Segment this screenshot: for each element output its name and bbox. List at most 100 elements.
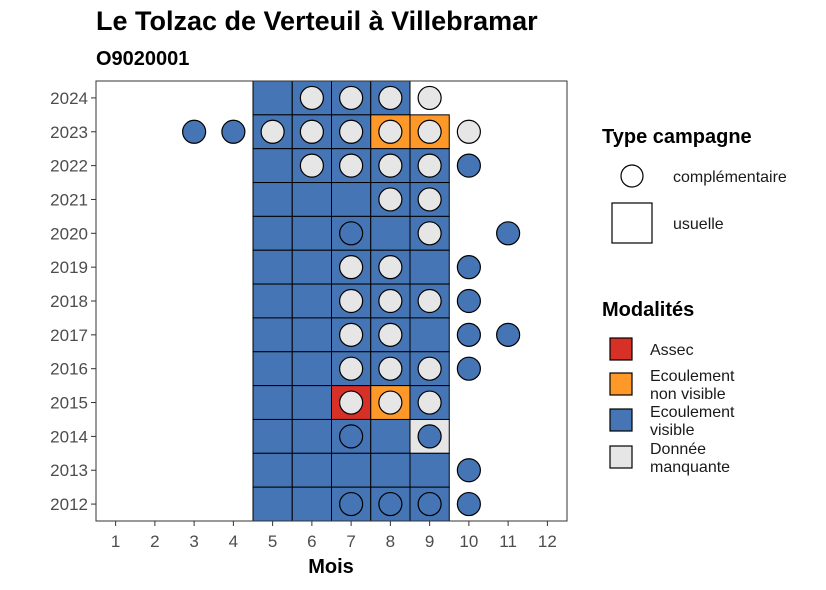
point-2023-5	[260, 119, 285, 144]
x-axis-title: Mois	[308, 556, 354, 578]
legend-key-usuelle	[611, 202, 653, 244]
point-2022-7	[339, 153, 364, 178]
legend-key-modalite	[609, 337, 633, 361]
legend-label-modalite: visible	[650, 422, 695, 439]
tile-2012-5	[252, 486, 293, 522]
tile-2021-5	[252, 182, 293, 217]
point-2015-9	[417, 390, 442, 415]
tile-2013-6	[291, 452, 332, 488]
point-2015-7	[339, 390, 364, 415]
x-tick-label: 8	[386, 532, 395, 551]
point-2024-6	[299, 85, 324, 111]
point-2012-10	[456, 491, 481, 517]
y-tick-label: 2015	[50, 394, 88, 413]
tile-2013-5	[252, 452, 293, 488]
point-2020-11	[496, 221, 521, 246]
tile-2022-5	[252, 148, 293, 184]
usuelle-tiles	[252, 80, 450, 522]
y-tick-label: 2017	[50, 326, 88, 345]
tile-2016-5	[252, 351, 293, 387]
point-2016-10	[456, 356, 481, 381]
legend-type-title: Type campagne	[602, 126, 752, 148]
legend-label-modalite: Donnée	[650, 441, 706, 458]
point-2014-9	[417, 424, 442, 449]
x-tick-label: 10	[459, 532, 478, 551]
point-2018-8	[378, 288, 403, 314]
point-2017-11	[496, 322, 521, 347]
y-tick-label: 2018	[50, 292, 88, 311]
legend-label-modalite: non visible	[650, 386, 726, 403]
chart-title: Le Tolzac de Verteuil à Villebramar	[96, 6, 538, 36]
point-2020-9	[417, 221, 442, 246]
point-2023-9	[417, 119, 442, 144]
legend-key-complementaire	[620, 164, 644, 188]
point-2021-8	[378, 187, 403, 212]
point-2018-7	[339, 288, 364, 314]
y-tick-label: 2019	[50, 258, 88, 277]
point-2021-9	[417, 187, 442, 212]
point-2019-10	[456, 255, 481, 280]
legend-label-complementaire: complémentaire	[673, 169, 787, 186]
x-tick-label: 12	[538, 532, 557, 551]
point-2018-9	[417, 288, 442, 314]
tile-2017-6	[291, 317, 332, 353]
tile-2019-9	[409, 249, 450, 285]
tile-2020-8	[370, 215, 411, 251]
x-tick-label: 11	[499, 532, 517, 551]
point-2016-7	[339, 356, 364, 381]
point-2012-7	[339, 491, 364, 517]
point-2023-10	[456, 119, 481, 144]
point-2016-9	[417, 356, 442, 381]
x-tick-label: 4	[229, 532, 238, 551]
legend-modalites-title: Modalités	[602, 299, 694, 321]
point-2022-9	[417, 153, 442, 178]
tile-2018-5	[252, 283, 293, 319]
complementaire-points	[182, 85, 521, 517]
point-2022-10	[456, 153, 481, 178]
point-2024-9	[417, 85, 442, 111]
y-tick-label: 2020	[50, 224, 88, 243]
legend-label-modalite: Ecoulement	[650, 404, 735, 421]
point-2024-8	[378, 85, 403, 111]
x-tick-label: 2	[150, 532, 159, 551]
point-2023-7	[339, 119, 364, 144]
legend-label-modalite: manquante	[650, 459, 730, 476]
point-2022-6	[299, 153, 324, 178]
point-2020-7	[339, 221, 364, 246]
legend-key-modalite	[609, 408, 633, 432]
x-tick-label: 6	[307, 532, 316, 551]
tile-2020-6	[291, 215, 332, 251]
y-tick-label: 2022	[50, 157, 88, 176]
tile-2013-8	[370, 452, 411, 488]
point-2012-8	[378, 491, 403, 517]
point-2019-7	[339, 255, 364, 280]
y-tick-label: 2014	[50, 427, 88, 446]
tile-2018-6	[291, 283, 332, 319]
legend-key-modalite	[609, 372, 633, 396]
legend-type: Type campagne complémentaire usuelle	[602, 126, 787, 244]
tile-2020-5	[252, 215, 293, 251]
tile-2021-7	[331, 182, 372, 217]
point-2017-8	[378, 322, 403, 347]
point-2024-7	[339, 85, 364, 111]
tile-2015-6	[291, 385, 332, 420]
point-2016-8	[378, 356, 403, 381]
tile-2012-6	[291, 486, 332, 522]
y-tick-label: 2021	[50, 190, 88, 209]
y-tick-label: 2024	[50, 89, 88, 108]
tile-2024-5	[252, 80, 293, 116]
point-2013-10	[456, 458, 481, 483]
tile-2017-5	[252, 317, 293, 353]
point-2015-8	[378, 390, 403, 415]
x-tick-label: 9	[425, 532, 434, 551]
tile-2021-6	[291, 182, 332, 217]
x-tick-label: 1	[111, 532, 120, 551]
tile-2013-9	[409, 452, 450, 488]
point-2018-10	[456, 288, 481, 314]
point-2023-8	[378, 119, 403, 144]
tile-2014-5	[252, 418, 293, 454]
tile-2019-5	[252, 249, 293, 285]
y-tick-label: 2013	[50, 461, 88, 480]
point-2023-6	[299, 119, 324, 144]
point-2017-10	[456, 322, 481, 347]
